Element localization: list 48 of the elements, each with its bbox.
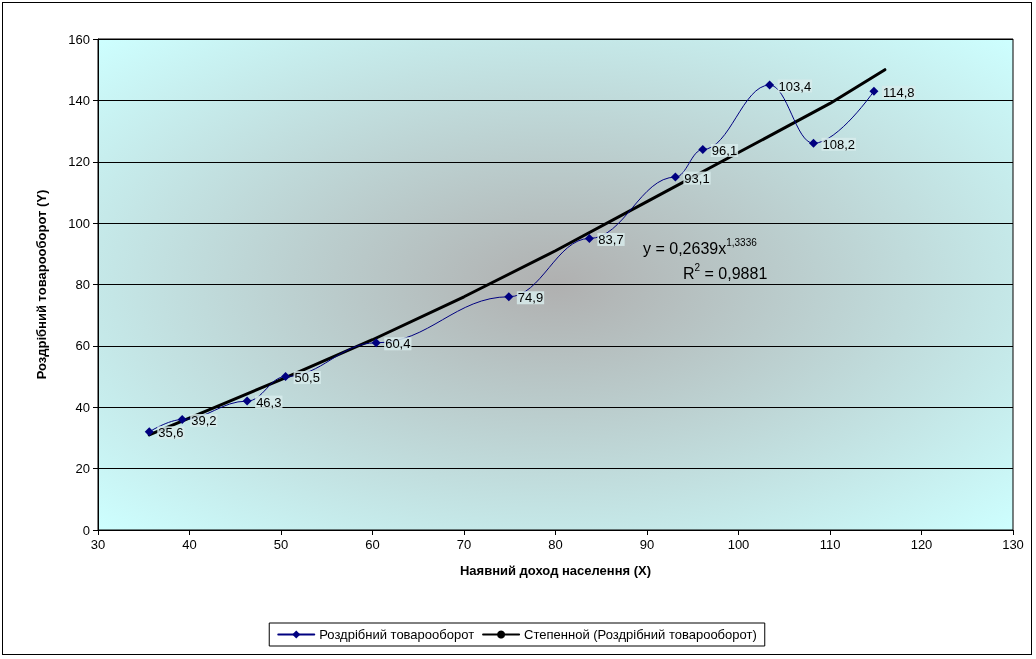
annotation: 114,8	[882, 84, 915, 100]
x-tick-label: 50	[273, 537, 289, 552]
annotation: 50,5	[294, 370, 320, 386]
point	[584, 233, 594, 243]
annotation: 96,1	[711, 142, 738, 158]
x-tick-label: 130	[1002, 537, 1024, 552]
point	[242, 396, 252, 406]
y-axis-title: Роздрібний товарооборот (Y)	[34, 189, 49, 380]
point	[371, 338, 381, 348]
y-tick-label: 60	[75, 338, 90, 354]
annotation: 60,4	[385, 336, 411, 352]
annotation: 46,3	[256, 394, 282, 410]
x-tick-label: 80	[548, 537, 563, 552]
point	[869, 86, 879, 96]
x-axis-title: Наявний доход населення (X)	[459, 563, 652, 578]
point	[670, 172, 680, 182]
x-tick-label: 100	[727, 537, 750, 552]
annotation: 93,1	[684, 170, 710, 186]
annotation: 35,6	[158, 425, 184, 441]
x-tick-label: 70	[456, 537, 472, 552]
legend-label: Степенной (Роздрібний товарооборот)	[524, 627, 757, 642]
annotation: 74,9	[517, 290, 544, 306]
x-tick-label: 30	[90, 537, 106, 552]
point	[765, 80, 775, 90]
x-tick-label: 110	[819, 537, 841, 552]
annotation: 103,4	[778, 78, 812, 94]
y-tick-label: 160	[68, 31, 90, 47]
y-tick-label: 80	[75, 277, 90, 292]
point	[698, 144, 708, 154]
x-tick-label: 120	[910, 537, 933, 552]
x-tick-label: 90	[639, 537, 655, 552]
annotation: 83,7	[598, 231, 624, 247]
y-tick-label: 40	[75, 399, 90, 415]
point	[809, 138, 819, 148]
y-tick-label: 140	[68, 92, 90, 108]
annotation: 108,2	[822, 136, 856, 152]
y-tick-label: 20	[75, 461, 90, 477]
legend-label: Роздрібний товарооборот	[319, 627, 475, 642]
point	[144, 427, 154, 437]
point	[177, 415, 187, 425]
x-tick-label: 40	[182, 537, 197, 552]
x-tick-label: 60	[365, 537, 380, 552]
y-tick-label: 120	[68, 154, 90, 170]
point	[504, 292, 514, 302]
point	[281, 372, 291, 382]
annotation: 39,2	[191, 413, 217, 429]
y-tick-label: 0	[82, 522, 90, 538]
y-tick-label: 100	[68, 215, 90, 231]
